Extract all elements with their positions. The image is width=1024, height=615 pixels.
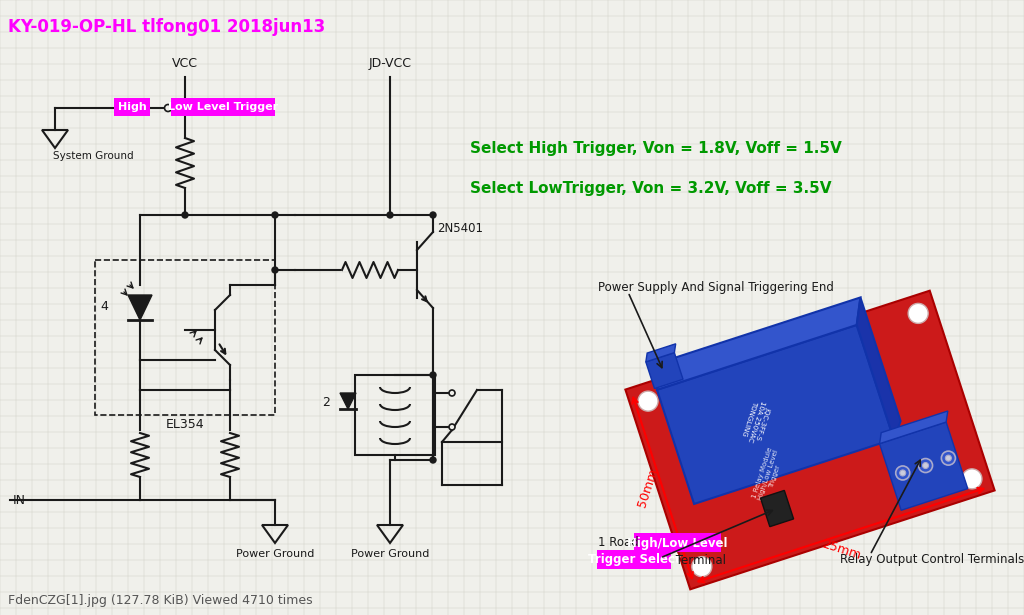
Polygon shape — [646, 352, 683, 389]
Text: 2N5401: 2N5401 — [437, 221, 483, 234]
Text: Power Ground: Power Ground — [351, 549, 429, 559]
Circle shape — [449, 424, 455, 430]
Circle shape — [272, 267, 278, 273]
Circle shape — [387, 212, 393, 218]
Text: KY-019-OP-HL tlfong01 2018jun13: KY-019-OP-HL tlfong01 2018jun13 — [8, 18, 326, 36]
Polygon shape — [626, 291, 994, 589]
Circle shape — [449, 390, 455, 396]
FancyBboxPatch shape — [171, 98, 275, 116]
Text: 2: 2 — [323, 397, 330, 410]
Text: System Ground: System Ground — [53, 151, 133, 161]
FancyArrowPatch shape — [422, 296, 427, 301]
Circle shape — [908, 303, 928, 323]
Polygon shape — [340, 393, 356, 409]
Polygon shape — [657, 325, 894, 504]
Text: Low Level Trigger: Low Level Trigger — [168, 102, 279, 112]
Polygon shape — [880, 422, 968, 510]
Text: 4: 4 — [100, 300, 108, 313]
Circle shape — [896, 466, 909, 480]
Text: EL354: EL354 — [166, 418, 205, 431]
Circle shape — [272, 212, 278, 218]
Bar — [95, 260, 275, 415]
Text: Power Ground: Power Ground — [236, 549, 314, 559]
Circle shape — [430, 457, 436, 463]
Text: High: High — [118, 102, 146, 112]
Polygon shape — [128, 295, 152, 320]
Text: High/Low Level: High/Low Level — [627, 536, 727, 549]
Circle shape — [923, 462, 929, 469]
Text: Relay Output Control Terminals: Relay Output Control Terminals — [840, 554, 1024, 566]
Circle shape — [692, 557, 712, 577]
Text: 25mm: 25mm — [820, 538, 862, 563]
Text: 50mm: 50mm — [635, 467, 660, 509]
Circle shape — [900, 470, 905, 476]
FancyBboxPatch shape — [634, 533, 721, 552]
Text: Select High Trigger, Von = 1.8V, Voff = 1.5V: Select High Trigger, Von = 1.8V, Voff = … — [470, 140, 842, 156]
Text: Trigger Select: Trigger Select — [588, 554, 680, 566]
Text: Terminal: Terminal — [672, 554, 726, 566]
Circle shape — [430, 212, 436, 218]
Polygon shape — [761, 490, 794, 526]
Polygon shape — [857, 298, 900, 439]
Circle shape — [430, 372, 436, 378]
Circle shape — [638, 391, 658, 411]
Bar — [355, 375, 435, 455]
Text: JQC-3FF-S
10A 250VAC
TONGLING: JQC-3FF-S 10A 250VAC TONGLING — [740, 397, 772, 444]
Circle shape — [919, 459, 933, 472]
Text: Power Supply And Signal Triggering End: Power Supply And Signal Triggering End — [598, 280, 834, 293]
Text: FdenCZG[1].jpg (127.78 KiB) Viewed 4710 times: FdenCZG[1].jpg (127.78 KiB) Viewed 4710 … — [8, 594, 312, 607]
Circle shape — [182, 212, 188, 218]
Polygon shape — [646, 344, 676, 362]
Text: 1 Road: 1 Road — [598, 536, 642, 549]
Circle shape — [962, 469, 982, 489]
Circle shape — [945, 455, 951, 461]
Text: 1 Relay Module
High/Low Level
Trigger: 1 Relay Module High/Low Level Trigger — [751, 446, 786, 503]
Text: IN: IN — [13, 493, 26, 507]
Polygon shape — [880, 411, 948, 443]
Polygon shape — [657, 298, 860, 390]
Text: JD-VCC: JD-VCC — [369, 57, 412, 70]
Circle shape — [165, 105, 171, 111]
FancyBboxPatch shape — [114, 98, 150, 116]
FancyArrowPatch shape — [219, 344, 225, 354]
Text: VCC: VCC — [172, 57, 198, 70]
Circle shape — [941, 451, 955, 465]
FancyBboxPatch shape — [597, 550, 671, 569]
Text: Select LowTrigger, Von = 3.2V, Voff = 3.5V: Select LowTrigger, Von = 3.2V, Voff = 3.… — [470, 180, 831, 196]
